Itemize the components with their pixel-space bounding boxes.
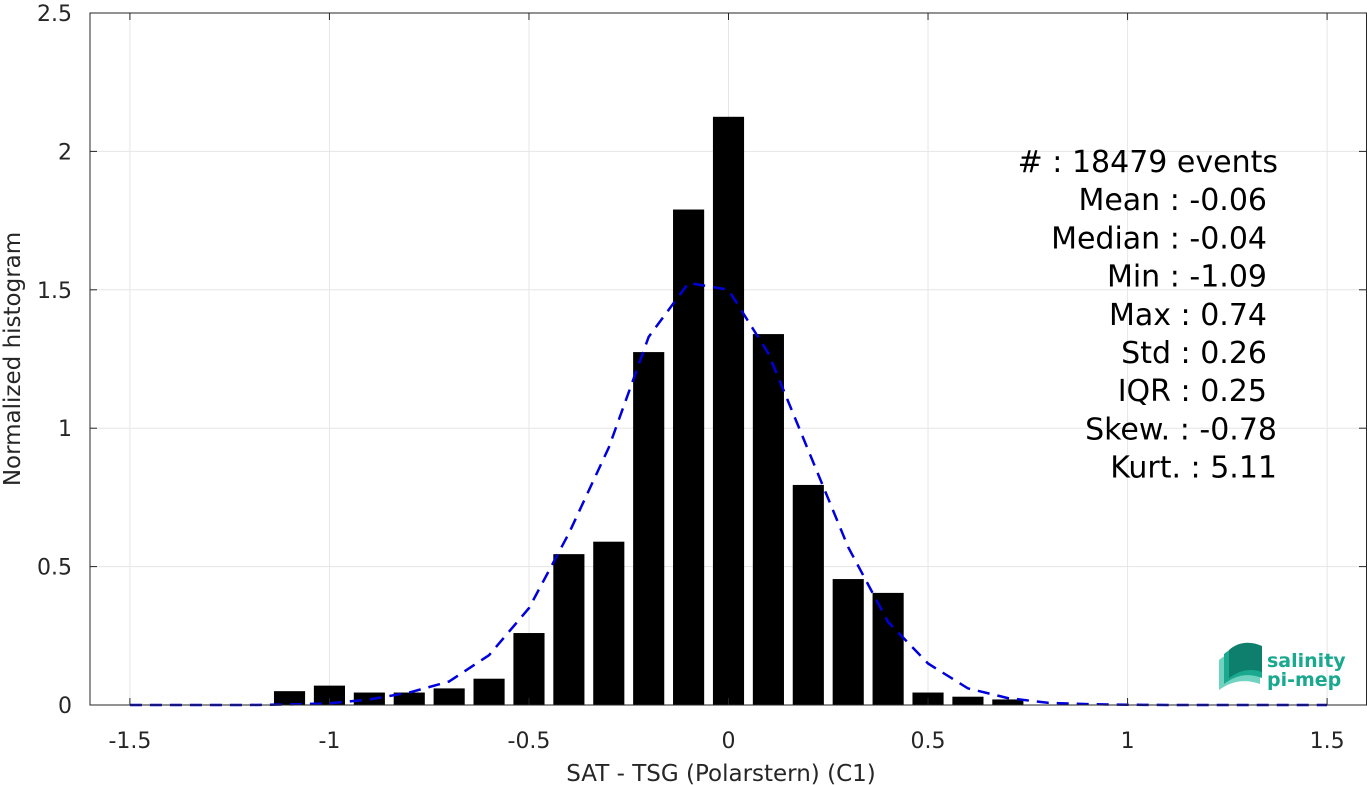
x-tick-label-4: 0.5 (911, 729, 946, 754)
histogram-bar-10 (673, 209, 705, 705)
histogram-bar-15 (872, 592, 904, 705)
x-tick-label-0: -1.5 (108, 729, 151, 754)
logo-line2: pi-mep (1267, 669, 1341, 691)
x-axis-ticks: -1.5 -1 -0.5 0 0.5 1 1.5 (108, 13, 1345, 754)
y-axis-ticks: 0 0.5 1 1.5 2 2.5 (37, 2, 1366, 719)
y-axis-title: Normalized histogram (0, 232, 26, 486)
stat-line-5: Std : 0.26 (1121, 336, 1267, 371)
histogram-bar-2 (353, 692, 385, 705)
histogram-bar-5 (473, 678, 505, 705)
y-tick-label-2: 1 (58, 417, 72, 442)
stat-line-6: IQR : 0.25 (1118, 374, 1267, 409)
x-tick-label-5: 1 (1121, 729, 1135, 754)
histogram-bar-12 (752, 334, 784, 705)
histogram-bar-8 (593, 541, 625, 705)
stat-line-3: Min : -1.09 (1107, 260, 1267, 295)
histogram-bar-17 (952, 696, 984, 705)
histogram-bar-11 (712, 116, 745, 706)
stat-line-2: Median : -0.04 (1051, 221, 1267, 256)
salinity-pi-mep-logo: salinity pi-mep (1219, 642, 1346, 691)
histogram-bars (273, 116, 1024, 706)
histogram-bar-0 (273, 691, 306, 705)
stat-line-7: Skew. : -0.78 (1085, 412, 1277, 447)
histogram-bar-6 (513, 633, 545, 705)
y-tick-label-3: 1.5 (37, 279, 72, 304)
y-tick-label-0: 0 (58, 694, 72, 719)
y-tick-label-1: 0.5 (37, 556, 72, 581)
x-tick-label-2: -0.5 (508, 729, 551, 754)
x-axis-title: SAT - TSG (Polarstern) (C1) (566, 761, 875, 785)
stat-line-8: Kurt. : 5.11 (1110, 451, 1277, 486)
histogram-bar-13 (792, 484, 824, 705)
histogram-bar-7 (553, 554, 585, 705)
x-tick-label-3: 0 (722, 729, 736, 754)
x-tick-label-6: 1.5 (1310, 729, 1345, 754)
x-tick-label-1: -1 (318, 729, 340, 754)
histogram-bar-18 (992, 699, 1024, 705)
logo-line1: salinity (1267, 650, 1346, 672)
histogram-bar-9 (633, 352, 665, 705)
histogram-bar-1 (313, 685, 346, 705)
histogram-bar-14 (832, 579, 864, 705)
stat-line-1: Mean : -0.06 (1078, 183, 1267, 218)
histogram-bar-3 (393, 692, 425, 705)
stat-line-0: # : 18479 events (1018, 145, 1278, 180)
stat-line-4: Max : 0.74 (1109, 298, 1267, 333)
wave-logo-icon (1219, 642, 1262, 690)
y-tick-label-5: 2.5 (37, 2, 72, 27)
y-tick-label-4: 2 (58, 140, 72, 165)
histogram-bar-4 (433, 688, 465, 705)
